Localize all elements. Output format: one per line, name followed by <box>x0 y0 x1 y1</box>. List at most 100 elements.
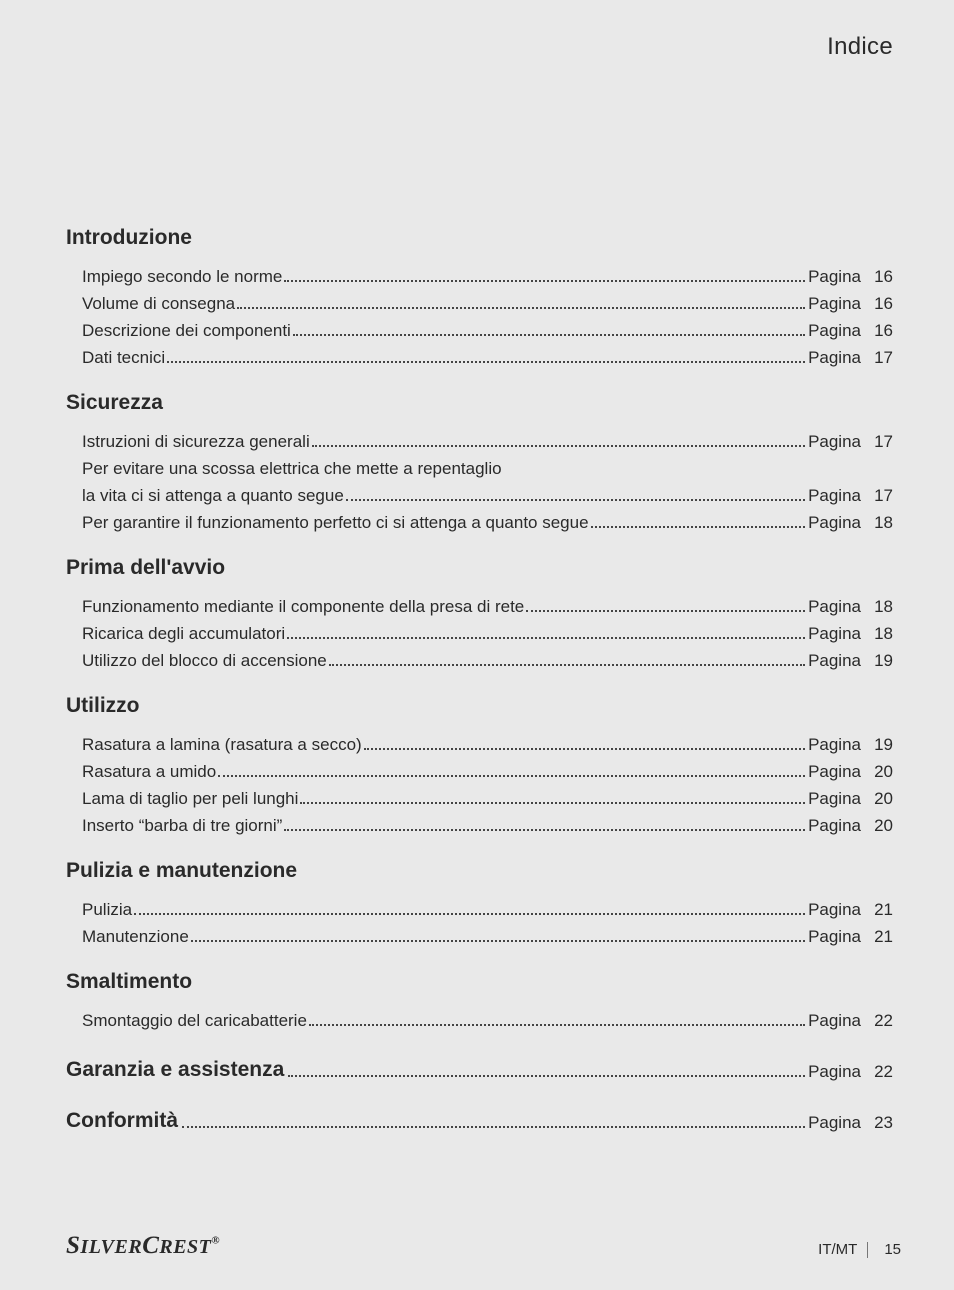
toc-entry-label: Impiego secondo le norme <box>82 267 284 287</box>
toc-entry-label: Manutenzione <box>82 927 191 947</box>
page-label: Pagina <box>808 624 868 644</box>
dot-leader <box>218 775 805 777</box>
footer-locale: IT/MT <box>818 1241 857 1258</box>
dot-leader <box>182 1126 805 1128</box>
page-label: Pagina <box>808 735 868 755</box>
footer-right: IT/MT 15 <box>818 1239 907 1260</box>
page-number: 20 <box>868 816 893 836</box>
toc-entry-label: Utilizzo del blocco di accensione <box>82 651 329 671</box>
toc-entry: Rasatura a lamina (rasatura a secco) Pagi… <box>66 728 893 755</box>
page-number: 18 <box>868 513 893 533</box>
toc-entry: Rasatura a umido Pagina20 <box>66 755 893 782</box>
toc-heading: Conformità <box>66 1109 182 1133</box>
page-label: Pagina <box>808 651 868 671</box>
toc-section: Prima dell'avvio Funzionamento mediante i… <box>66 556 893 671</box>
toc-entry-multiline: Per evitare una scossa elettrica che met… <box>66 452 893 479</box>
page-number: 16 <box>868 321 893 341</box>
footer-divider <box>867 1242 868 1258</box>
toc-entry-label: Descrizione dei componenti <box>82 321 293 341</box>
dot-leader <box>293 334 805 336</box>
toc-heading: Utilizzo <box>66 694 893 718</box>
toc-heading: Prima dell'avvio <box>66 556 893 580</box>
page-title: Indice <box>827 33 893 61</box>
page-label: Pagina <box>808 1113 868 1133</box>
page-number: 22 <box>868 1062 893 1082</box>
dot-leader <box>191 940 805 942</box>
page-number: 18 <box>868 597 893 617</box>
toc-section: Utilizzo Rasatura a lamina (rasatura a se… <box>66 694 893 836</box>
toc-entry-label: Smontaggio del caricabatterie <box>82 1011 309 1031</box>
toc-entry-label: Dati tecnici <box>82 348 167 368</box>
dot-leader <box>287 637 805 639</box>
toc-heading: Sicurezza <box>66 391 893 415</box>
dot-leader <box>300 802 805 804</box>
page-number: 18 <box>868 624 893 644</box>
page-label: Pagina <box>808 486 868 506</box>
page-label: Pagina <box>808 348 868 368</box>
page-number: 17 <box>868 432 893 452</box>
page-number: 19 <box>868 651 893 671</box>
page-number: 20 <box>868 762 893 782</box>
toc-entry-label: Funzionamento mediante il componente del… <box>82 597 526 617</box>
toc-entry: la vita ci si attenga a quanto segue Pagi… <box>66 479 893 506</box>
toc-heading-inline: ConformitàPagina23 <box>66 1105 893 1133</box>
toc-entry-label: la vita ci si attenga a quanto segue <box>82 486 346 506</box>
page-number: 22 <box>868 1011 893 1031</box>
toc-entry-label: Volume di consegna <box>82 294 237 314</box>
page-label: Pagina <box>808 321 868 341</box>
toc-entry-label: Per evitare una scossa elettrica che met… <box>82 459 502 479</box>
dot-leader <box>309 1024 805 1026</box>
toc-entry: Smontaggio del caricabatterie Pagina22 <box>66 1004 893 1031</box>
page-number: 16 <box>868 267 893 287</box>
page-number: 19 <box>868 735 893 755</box>
page-label: Pagina <box>808 267 868 287</box>
page-label: Pagina <box>808 597 868 617</box>
toc-entry-label: Rasatura a umido <box>82 762 218 782</box>
toc-entry: Utilizzo del blocco di accensione Pagina1… <box>66 644 893 671</box>
page-label: Pagina <box>808 900 868 920</box>
page-label: Pagina <box>808 294 868 314</box>
toc-heading: Garanzia e assistenza <box>66 1058 288 1082</box>
page-number: 17 <box>868 348 893 368</box>
page: Indice Introduzione Impiego secondo le no… <box>0 0 954 1290</box>
page-label: Pagina <box>808 1011 868 1031</box>
footer-page-number: 15 <box>878 1239 907 1260</box>
dot-leader <box>288 1075 805 1077</box>
page-number: 17 <box>868 486 893 506</box>
page-number: 16 <box>868 294 893 314</box>
toc-section: Garanzia e assistenzaPagina22 <box>66 1054 893 1082</box>
toc-entry: Istruzioni di sicurezza generaliPagina17 <box>66 425 893 452</box>
toc-entry-label: Lama di taglio per peli lunghi <box>82 789 300 809</box>
page-number: 20 <box>868 789 893 809</box>
page-label: Pagina <box>808 762 868 782</box>
toc-heading: Introduzione <box>66 226 893 250</box>
page-number: 21 <box>868 927 893 947</box>
page-label: Pagina <box>808 789 868 809</box>
page-number: 21 <box>868 900 893 920</box>
toc-entry-label: Rasatura a lamina (rasatura a secco) <box>82 735 364 755</box>
brand-logo: SILVERCREST® <box>66 1232 220 1260</box>
toc-entry-label: Per garantire il funzionamento perfetto … <box>82 513 591 533</box>
toc-entry-label: Inserto “barba di tre giorni” <box>82 816 284 836</box>
toc-section: Introduzione Impiego secondo le norme Pagi… <box>66 226 893 368</box>
dot-leader <box>346 499 805 501</box>
toc-entry: Dati tecnici Pagina17 <box>66 341 893 368</box>
dot-leader <box>329 664 805 666</box>
page-label: Pagina <box>808 432 868 452</box>
toc-entry-label: Ricarica degli accumulatori <box>82 624 287 644</box>
toc-heading: Smaltimento <box>66 970 893 994</box>
toc-entry: PuliziaPagina21 <box>66 893 893 920</box>
page-label: Pagina <box>808 927 868 947</box>
toc-entry: Per garantire il funzionamento perfetto … <box>66 506 893 533</box>
toc-heading-inline: Garanzia e assistenzaPagina22 <box>66 1054 893 1082</box>
dot-leader <box>591 526 806 528</box>
toc-entry: Ricarica degli accumulatori Pagina18 <box>66 617 893 644</box>
toc-entry: Manutenzione Pagina21 <box>66 920 893 947</box>
toc-entry: Lama di taglio per peli lunghi Pagina20 <box>66 782 893 809</box>
toc-entry: Volume di consegna Pagina16 <box>66 287 893 314</box>
dot-leader <box>167 361 805 363</box>
page-label: Pagina <box>808 513 868 533</box>
dot-leader <box>284 280 805 282</box>
dot-leader <box>526 610 805 612</box>
toc-entry: Funzionamento mediante il componente del… <box>66 590 893 617</box>
